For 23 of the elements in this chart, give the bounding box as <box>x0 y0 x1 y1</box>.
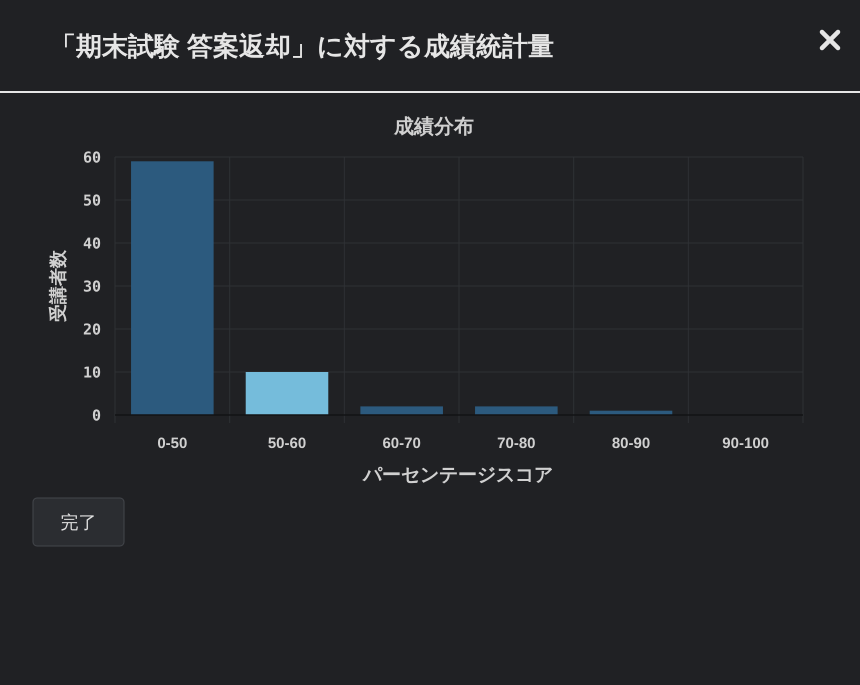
y-tick-label: 60 <box>82 148 101 166</box>
text: 完了 <box>60 512 96 532</box>
chart-title: 「期末試験 答案返却」に対する成績統計量 <box>50 31 554 61</box>
bar <box>475 406 558 415</box>
x-axis-title: パーセンテージスコア <box>362 465 553 486</box>
x-tick-label: 50-60 <box>268 435 306 452</box>
y-tick-label: 0 <box>92 406 101 424</box>
bar <box>246 372 328 415</box>
y-axis-title: 受講者数 <box>48 249 68 322</box>
y-tick-label: 20 <box>82 320 101 338</box>
bar <box>360 406 443 415</box>
x-tick-label: 0-50 <box>157 435 188 452</box>
bar <box>590 410 672 415</box>
y-tick-label: 10 <box>82 363 101 382</box>
x-tick-label: 70-80 <box>497 435 536 452</box>
x-tick-label: 60-70 <box>382 435 421 452</box>
chart-subtitle: 成績分布 <box>393 116 474 138</box>
bar <box>131 161 214 415</box>
x-tick-label: 90-100 <box>722 435 770 452</box>
x-tick-label: 80-90 <box>612 435 650 452</box>
y-tick-label: 50 <box>82 191 101 210</box>
y-tick-label: 30 <box>82 277 101 296</box>
y-tick-label: 40 <box>82 234 101 252</box>
